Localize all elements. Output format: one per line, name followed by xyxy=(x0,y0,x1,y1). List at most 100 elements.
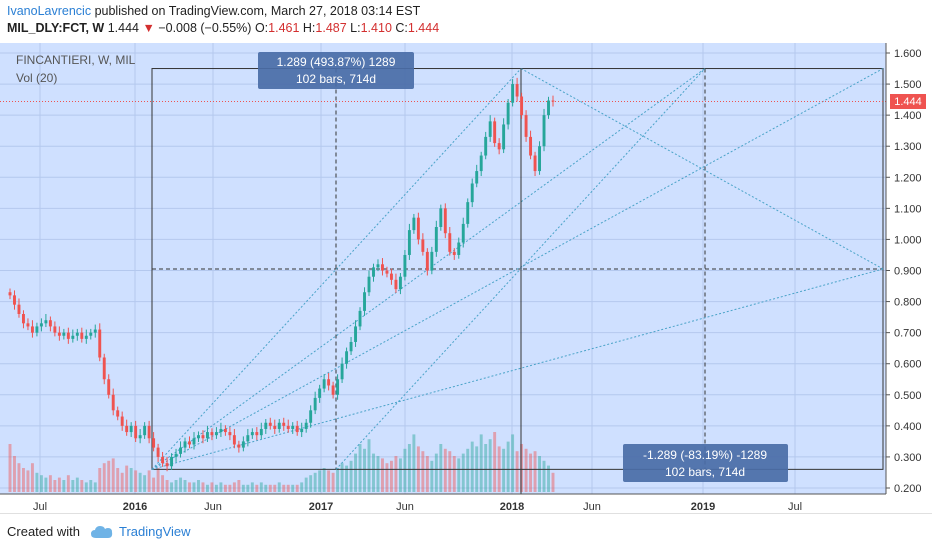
legend-title: FINCANTIERI, W, MIL xyxy=(16,53,136,67)
candle-body xyxy=(62,332,66,336)
candle-body xyxy=(542,115,546,147)
volume-bar xyxy=(201,482,205,492)
volume-bar xyxy=(398,458,402,492)
volume-bar xyxy=(179,477,182,492)
volume-bar xyxy=(358,444,362,492)
candle-body xyxy=(511,84,515,103)
candle-body xyxy=(291,425,295,429)
candle-body xyxy=(389,273,393,280)
volume-bar xyxy=(255,484,259,492)
candle-body xyxy=(493,121,497,144)
candle-body xyxy=(125,425,129,433)
candle-body xyxy=(102,357,106,380)
candle-body xyxy=(421,239,425,252)
candle-body xyxy=(434,227,438,252)
candle-body xyxy=(237,444,241,448)
volume-bar xyxy=(295,484,299,492)
y-tick-label: 1.600 xyxy=(894,48,922,60)
candle-body xyxy=(452,251,456,255)
measure-bottom-line2: 102 bars, 714d xyxy=(665,465,745,479)
candle-body xyxy=(363,292,366,311)
candle-body xyxy=(345,351,349,364)
candle-body xyxy=(349,341,353,352)
candle-body xyxy=(488,121,492,137)
candle-body xyxy=(129,425,133,433)
y-tick-label: 0.500 xyxy=(894,390,922,402)
volume-bar xyxy=(143,475,147,492)
volume-bar xyxy=(385,463,389,492)
candle-body xyxy=(318,388,322,398)
author-link[interactable]: IvanoLavrencic xyxy=(7,4,92,18)
candle-body xyxy=(183,441,187,448)
volume-bar xyxy=(174,480,178,492)
candle-body xyxy=(479,155,483,172)
candle-body xyxy=(116,410,120,417)
candle-body xyxy=(403,254,407,277)
y-tick-label: 0.200 xyxy=(894,483,922,495)
candle-body xyxy=(35,326,39,333)
volume-bar xyxy=(30,463,34,492)
candle-body xyxy=(179,447,182,454)
candle-body xyxy=(84,335,88,339)
candle-body xyxy=(147,425,151,439)
candle-body xyxy=(470,183,474,203)
volume-bar xyxy=(102,463,106,492)
volume-bar xyxy=(129,468,133,492)
volume-bar xyxy=(286,484,290,492)
current-price-label: 1.444 xyxy=(890,94,926,109)
x-tick-label: Jun xyxy=(396,501,414,513)
volume-bar xyxy=(300,482,304,492)
candles xyxy=(8,77,555,472)
candle-body xyxy=(515,84,519,97)
candle-body xyxy=(443,208,447,234)
low-label: L: xyxy=(350,21,361,35)
y-tick-label: 1.000 xyxy=(894,234,922,246)
last-price: 1.444 xyxy=(107,21,139,35)
y-tick-label: 1.100 xyxy=(894,203,922,215)
candle-body xyxy=(241,441,245,448)
y-tick-label: 1.400 xyxy=(894,110,922,122)
volume-bar xyxy=(138,472,142,492)
volume-bar xyxy=(394,456,398,492)
candle-body xyxy=(13,295,16,305)
price-chart[interactable]: 0.200 0.300 0.400 0.500 0.600 0.700 0.800 0.900… xyxy=(0,43,932,513)
candle-body xyxy=(66,332,70,339)
candle-body xyxy=(551,100,555,102)
candle-body xyxy=(336,379,340,395)
candle-body xyxy=(197,435,200,439)
volume-bar xyxy=(421,451,425,492)
volume-bar xyxy=(277,482,281,492)
volume-bar xyxy=(443,448,447,492)
fan-line xyxy=(151,68,884,470)
candle-body xyxy=(524,115,528,137)
volume-bar xyxy=(210,482,214,492)
symbol-name[interactable]: MIL_DLY:FCT, W xyxy=(7,21,105,35)
volume-bar xyxy=(515,451,519,492)
measure-box-bottom: -1.289 (-83.19%) -1289 102 bars, 714d xyxy=(623,444,788,482)
volume-bar xyxy=(542,460,546,492)
candle-body xyxy=(533,155,537,172)
volume-bar xyxy=(520,444,524,492)
candle-body xyxy=(30,326,34,333)
volume-bar xyxy=(547,465,550,492)
volume-bar xyxy=(120,472,124,492)
candle-body xyxy=(17,304,21,314)
tradingview-link[interactable]: TradingView xyxy=(119,524,191,539)
candle-body xyxy=(407,230,411,255)
volume-bar xyxy=(322,468,326,492)
x-tick-label: Jun xyxy=(204,501,222,513)
candle-body xyxy=(367,276,371,293)
candle-body xyxy=(358,310,362,327)
volume-bar xyxy=(376,456,380,492)
volume-bar xyxy=(318,470,322,492)
volume-bar xyxy=(484,444,488,492)
high-label: H: xyxy=(302,21,316,35)
current-price-text: 1.444 xyxy=(894,96,922,108)
volume-bar xyxy=(13,456,16,492)
y-tick-label: 1.200 xyxy=(894,172,922,184)
volume-bar xyxy=(439,444,443,492)
volume-bar xyxy=(461,453,465,492)
volume-bar xyxy=(529,453,533,492)
volume-bar xyxy=(372,453,375,492)
candle-body xyxy=(120,416,124,426)
